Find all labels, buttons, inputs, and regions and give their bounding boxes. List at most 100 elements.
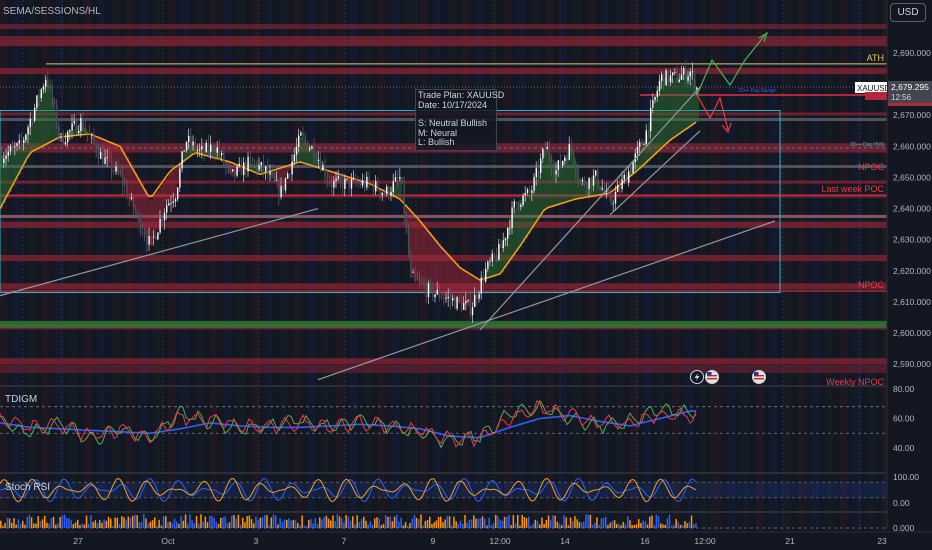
- ema-cloud: [105, 140, 108, 162]
- volume-bar: [576, 519, 578, 528]
- candle-body: [150, 236, 152, 238]
- volume-bar: [411, 518, 413, 528]
- volume-bar: [642, 520, 644, 528]
- volume-bar: [451, 525, 453, 528]
- candle-body: [467, 299, 469, 302]
- last-price-tag[interactable]: [888, 81, 932, 103]
- us-flag-event-icon[interactable]: [752, 370, 766, 384]
- volume-bar: [28, 514, 31, 528]
- candle-body: [210, 144, 212, 152]
- ema-cloud: [297, 145, 300, 163]
- candle-body: [111, 158, 113, 172]
- candle-body: [454, 298, 456, 309]
- candle-body: [225, 164, 227, 167]
- candle-body: [7, 151, 9, 156]
- ema-cloud: [672, 77, 675, 139]
- session-stripe: [798, 0, 805, 545]
- volume-bar: [525, 518, 528, 528]
- tdi-label: TDIGM: [5, 394, 37, 405]
- symbol-tag[interactable]: [855, 82, 887, 93]
- volume-bar: [250, 519, 253, 528]
- volume-bar: [257, 519, 259, 528]
- candle-body: [284, 178, 287, 191]
- candle-body: [438, 289, 441, 299]
- ema-cloud: [501, 245, 504, 273]
- ema-cloud: [495, 256, 498, 276]
- candle-body: [29, 119, 31, 128]
- volume-bar: [279, 518, 281, 528]
- candle-body: [542, 148, 544, 159]
- ema-cloud: [150, 199, 153, 246]
- us-flag-event-icon[interactable]: [705, 370, 719, 384]
- candle-body: [562, 160, 564, 166]
- candle-body: [282, 186, 284, 191]
- volume-bar: [244, 522, 246, 528]
- volume-bar: [378, 518, 380, 528]
- volume-bar: [55, 524, 57, 528]
- candle-body: [3, 158, 5, 163]
- currency-button[interactable]: USD: [890, 3, 926, 22]
- candle-body: [577, 172, 579, 179]
- ema-cloud: [450, 256, 453, 300]
- volume-bar: [90, 515, 92, 528]
- ema-cloud: [165, 178, 168, 206]
- price-pane[interactable]: [0, 31, 887, 381]
- candle-body: [586, 184, 588, 189]
- candle-body: [155, 236, 157, 240]
- candle-body: [100, 152, 102, 159]
- candle-body: [678, 79, 680, 82]
- volume-bar: [294, 520, 297, 528]
- candle-body: [339, 176, 342, 181]
- stoch-rsi-pane[interactable]: [0, 477, 887, 503]
- candle-body: [654, 96, 656, 101]
- volume-bar: [591, 524, 594, 528]
- volume-bar: [514, 523, 517, 528]
- candle-body: [482, 277, 485, 282]
- ema-cloud: [237, 164, 240, 172]
- candle-body: [625, 174, 628, 183]
- price-tick-label: 2,650.000: [893, 172, 931, 182]
- flash-news-icon[interactable]: [690, 370, 704, 384]
- volume-pane[interactable]: [0, 514, 887, 529]
- candle-body: [463, 303, 465, 310]
- volume-bar: [26, 516, 28, 528]
- volume-bar: [143, 514, 145, 528]
- indicator-label: SEMA/SESSIONS/HL: [3, 6, 101, 17]
- candle-body: [137, 214, 139, 216]
- ema-cloud: [219, 154, 222, 159]
- time-axis[interactable]: 27 Oct 3 7 9 12:00 14 16 12:00 21 23: [0, 531, 932, 550]
- volume-bar: [653, 525, 655, 528]
- volume-bar: [453, 516, 455, 528]
- volume-bar: [561, 525, 563, 528]
- tdi-pane[interactable]: [0, 399, 887, 449]
- candle-body: [82, 118, 84, 130]
- volume-bar: [400, 517, 402, 528]
- candle-body: [599, 186, 601, 190]
- volume-bar: [673, 524, 675, 528]
- volume-bar: [563, 515, 565, 528]
- candle-body: [685, 68, 687, 81]
- volume-bar: [70, 520, 72, 528]
- ema-cloud: [51, 98, 54, 142]
- candle-body: [652, 100, 654, 108]
- candle-body: [403, 183, 405, 217]
- volume-bar: [550, 519, 552, 528]
- bullish-arrowhead: [758, 31, 769, 43]
- trade-plan-note[interactable]: Trade Plan: XAUUSD Date: 10/17/2024 S: N…: [415, 89, 504, 151]
- volume-bar: [173, 518, 176, 528]
- event-icons[interactable]: [690, 370, 766, 384]
- candle-body: [174, 199, 177, 202]
- ema-cloud: [48, 84, 51, 144]
- candle-body: [128, 198, 130, 199]
- volume-bar: [638, 519, 640, 528]
- ema-cloud: [417, 217, 420, 283]
- volume-bar: [431, 523, 433, 528]
- price-axis[interactable]: 2,590.000 2,600.000 2,610.000 2,620.000 2,63…: [855, 0, 932, 550]
- volume-bar: [310, 519, 312, 528]
- level-label: NPOC: [858, 162, 885, 172]
- candle-body: [414, 271, 416, 278]
- candle-body: [271, 171, 273, 175]
- volume-bar: [631, 525, 633, 528]
- support-zone: [0, 320, 887, 328]
